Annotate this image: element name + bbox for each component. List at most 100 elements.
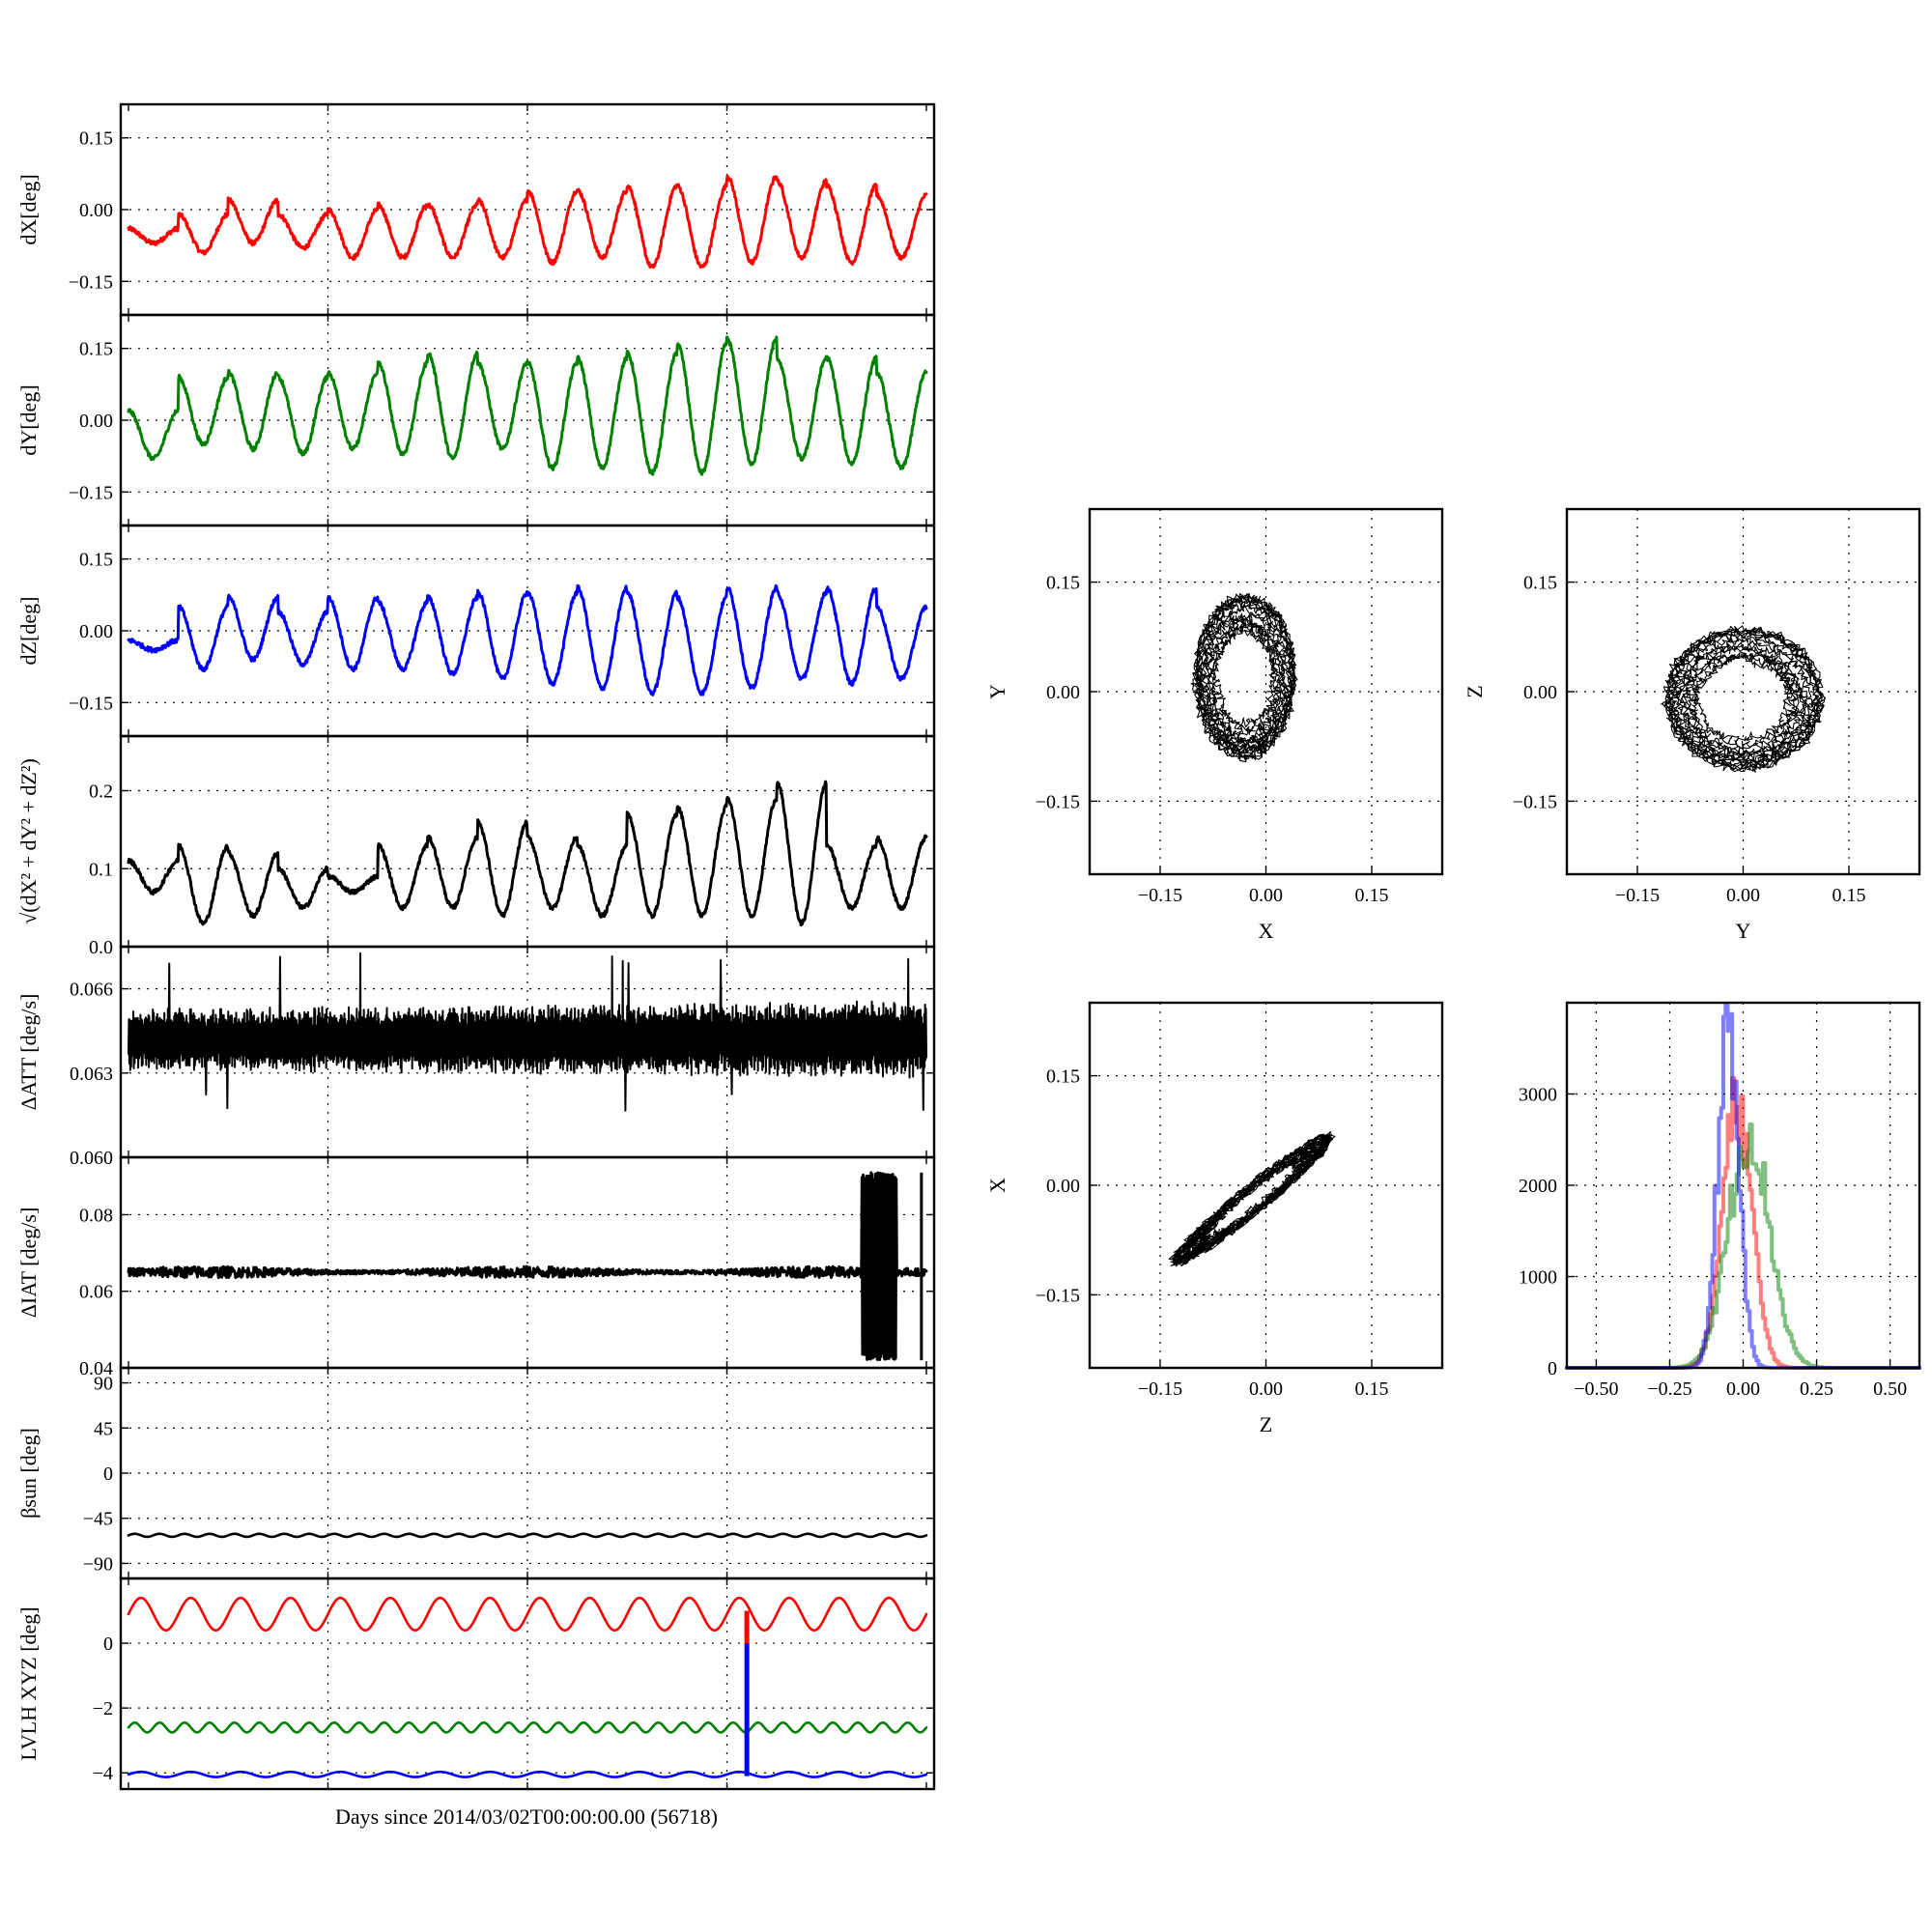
panel-zx: −0.15 0.00 0.15 0.15 0.00 −0.15 Z X bbox=[985, 1001, 1444, 1436]
mag-data bbox=[127, 780, 928, 927]
xy-xlabel: X bbox=[1259, 919, 1274, 943]
yz-xtick-label: −0.15 bbox=[1615, 885, 1660, 906]
datt-ytick-label: 0.063 bbox=[70, 1064, 113, 1085]
xy-trace bbox=[1190, 592, 1298, 763]
panel-diat: 0.08 0.06 0.04 ΔIAT [deg/s] bbox=[16, 1155, 936, 1379]
mag-ytick-label: 0.2 bbox=[89, 781, 113, 803]
lvlh-ytick-label: −4 bbox=[93, 1763, 113, 1784]
datt-series-line bbox=[128, 952, 927, 1112]
dz-series-line bbox=[127, 583, 928, 696]
mag-series-line bbox=[127, 780, 928, 927]
hist-ytick-label: 3000 bbox=[1519, 1085, 1557, 1106]
lvlh-ytick-label: 0 bbox=[103, 1634, 113, 1655]
xy-ytick-label: 0.15 bbox=[1046, 573, 1080, 594]
beta-ytick-label: 45 bbox=[94, 1418, 113, 1439]
zx-xlabel: Z bbox=[1260, 1412, 1272, 1436]
dz-ytick-label: 0.15 bbox=[79, 550, 113, 571]
panel-xy: −0.15 0.00 0.15 0.15 0.00 −0.15 X Y bbox=[985, 507, 1444, 943]
xy-xtick-label: 0.00 bbox=[1249, 885, 1283, 906]
yz-ytick-label: 0.15 bbox=[1523, 573, 1557, 594]
hist-ytick-label: 1000 bbox=[1519, 1267, 1557, 1289]
zx-ylabel: X bbox=[985, 1178, 1009, 1193]
hist-ytick-label: 0 bbox=[1548, 1358, 1557, 1379]
xy-xtick-label: −0.15 bbox=[1138, 885, 1182, 906]
panel-beta: 90 45 0 −45 −90 βsun [deg] bbox=[16, 1366, 936, 1580]
lvlh-ylabel: LVLH XYZ [deg] bbox=[16, 1606, 41, 1760]
datt-ytick-label: 0.060 bbox=[70, 1148, 113, 1169]
xy-ytick-label: 0.00 bbox=[1046, 682, 1080, 703]
beta-ytick-label: −90 bbox=[83, 1553, 113, 1575]
zx-ytick-label: −0.15 bbox=[1036, 1285, 1080, 1306]
panel-dy: 0.15 0.00 −0.15 dY[deg] bbox=[16, 313, 936, 527]
dy-series-line bbox=[127, 335, 928, 476]
beta-series-line bbox=[127, 1532, 928, 1539]
lvlh-series-line bbox=[127, 1596, 928, 1632]
dx-ytick-label: 0.00 bbox=[79, 200, 113, 221]
diat-ylabel: ΔIAT [deg/s] bbox=[16, 1208, 41, 1319]
dx-ytick-label: −0.15 bbox=[69, 271, 113, 293]
lvlh-data bbox=[127, 1596, 928, 1778]
zx-frame bbox=[1088, 1001, 1444, 1370]
dx-ytick-label: 0.15 bbox=[79, 128, 113, 150]
yz-xtick-label: 0.00 bbox=[1726, 885, 1760, 906]
panel-lvlh: 0 −2 −4 LVLH XYZ [deg] bbox=[16, 1577, 936, 1791]
datt-data bbox=[128, 952, 927, 1112]
beta-ytick-label: −45 bbox=[83, 1509, 113, 1530]
diat-ytick-label: 0.08 bbox=[79, 1205, 113, 1226]
lvlh-series-line bbox=[127, 1720, 928, 1734]
panel-dx: 0.15 0.00 −0.15 dX[deg] bbox=[16, 102, 936, 317]
beta-data bbox=[127, 1532, 928, 1539]
yz-frame bbox=[1565, 507, 1921, 876]
yz-xtick-label: 0.15 bbox=[1833, 885, 1866, 906]
beta-ylabel: βsun [deg] bbox=[16, 1428, 41, 1519]
yz-ytick-label: 0.00 bbox=[1523, 682, 1557, 703]
dz-ytick-label: 0.00 bbox=[79, 621, 113, 642]
mag-ytick-label: 0.0 bbox=[89, 937, 113, 958]
beta-ytick-label: 0 bbox=[103, 1463, 113, 1485]
hist-ytick-label: 2000 bbox=[1519, 1176, 1557, 1197]
xy-ytick-label: −0.15 bbox=[1036, 791, 1080, 812]
lvlh-frame bbox=[119, 1577, 936, 1791]
hist-frame bbox=[1565, 1001, 1921, 1370]
yz-ytick-label: −0.15 bbox=[1513, 791, 1557, 812]
beta-ytick-label: 90 bbox=[94, 1374, 113, 1395]
mag-ylabel: √(dX² + dY² + dZ²) bbox=[16, 758, 41, 924]
dy-ytick-label: 0.00 bbox=[79, 411, 113, 432]
lvlh-series-line bbox=[127, 1770, 928, 1778]
panel-mag: 0.2 0.1 0.0 √(dX² + dY² + dZ²) bbox=[16, 734, 936, 958]
zx-trace bbox=[1168, 1130, 1336, 1267]
dy-data bbox=[127, 335, 928, 476]
datt-ytick-label: 0.066 bbox=[70, 980, 113, 1001]
mag-ytick-label: 0.1 bbox=[89, 859, 113, 880]
hist-xtick-label: 0.50 bbox=[1873, 1378, 1907, 1400]
datt-ylabel: ΔATT [deg/s] bbox=[16, 994, 41, 1111]
yz-xlabel: Y bbox=[1736, 919, 1751, 943]
dy-ytick-label: −0.15 bbox=[69, 482, 113, 503]
zx-xtick-label: −0.15 bbox=[1138, 1378, 1182, 1400]
lvlh-ytick-label: −2 bbox=[93, 1698, 113, 1719]
dz-ytick-label: −0.15 bbox=[69, 693, 113, 714]
hist-xtick-label: 0.00 bbox=[1726, 1378, 1760, 1400]
zx-xtick-label: 0.15 bbox=[1355, 1378, 1389, 1400]
diat-series-line bbox=[127, 1171, 928, 1361]
zx-ytick-label: 0.15 bbox=[1046, 1066, 1080, 1088]
panel-dz: 0.15 0.00 −0.15 dZ[deg] bbox=[16, 524, 936, 738]
zx-ytick-label: 0.00 bbox=[1046, 1176, 1080, 1197]
dx-ylabel: dX[deg] bbox=[16, 174, 41, 244]
hist-xtick-label: −0.50 bbox=[1574, 1378, 1618, 1400]
zx-xtick-label: 0.00 bbox=[1249, 1378, 1283, 1400]
yz-ylabel: Z bbox=[1463, 685, 1487, 697]
dx-series-line bbox=[127, 174, 928, 270]
xy-xtick-label: 0.15 bbox=[1355, 885, 1389, 906]
diat-ytick-label: 0.04 bbox=[79, 1358, 113, 1379]
diat-data bbox=[127, 1171, 928, 1361]
hist-xtick-label: 0.25 bbox=[1800, 1378, 1833, 1400]
dz-ylabel: dZ[deg] bbox=[16, 597, 41, 666]
diat-ytick-label: 0.06 bbox=[79, 1282, 113, 1303]
yz-trace bbox=[1661, 625, 1826, 773]
figure-xlabel: Days since 2014/03/02T00:00:00.00 (56718… bbox=[335, 1804, 718, 1829]
panel-datt: 0.066 0.063 0.060 ΔATT [deg/s] bbox=[16, 945, 936, 1169]
dz-data bbox=[127, 583, 928, 696]
panel-yz: −0.15 0.00 0.15 0.15 0.00 −0.15 Y Z bbox=[1463, 507, 1921, 943]
xy-frame bbox=[1088, 507, 1444, 876]
